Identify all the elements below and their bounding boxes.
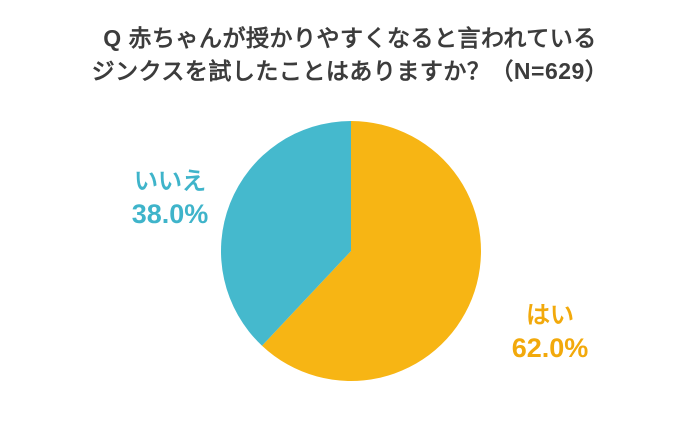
slice-label-no: いいえ 38.0%: [95, 166, 245, 232]
pie-slice-いいえ: [220, 121, 351, 346]
slice-label-yes-percent: 62.0%: [511, 333, 589, 364]
pie-chart-area: [220, 120, 482, 382]
chart-title-line1: Q 赤ちゃんが授かりやすくなると言われている: [103, 25, 597, 51]
slice-label-yes-name: はい: [526, 302, 574, 329]
chart-title-line2: ジンクスを試したことはありますか？（N=629）: [91, 58, 609, 85]
chart-title: Q 赤ちゃんが授かりやすくなると言われている ジンクスを試したことはありますか？…: [0, 22, 700, 89]
slice-label-yes: はい 62.0%: [470, 300, 630, 366]
pie-slice-はい: [262, 121, 481, 381]
slice-label-no-percent: 38.0%: [131, 199, 209, 230]
pie-chart: [220, 121, 481, 381]
slice-label-no-name: いいえ: [134, 168, 206, 195]
